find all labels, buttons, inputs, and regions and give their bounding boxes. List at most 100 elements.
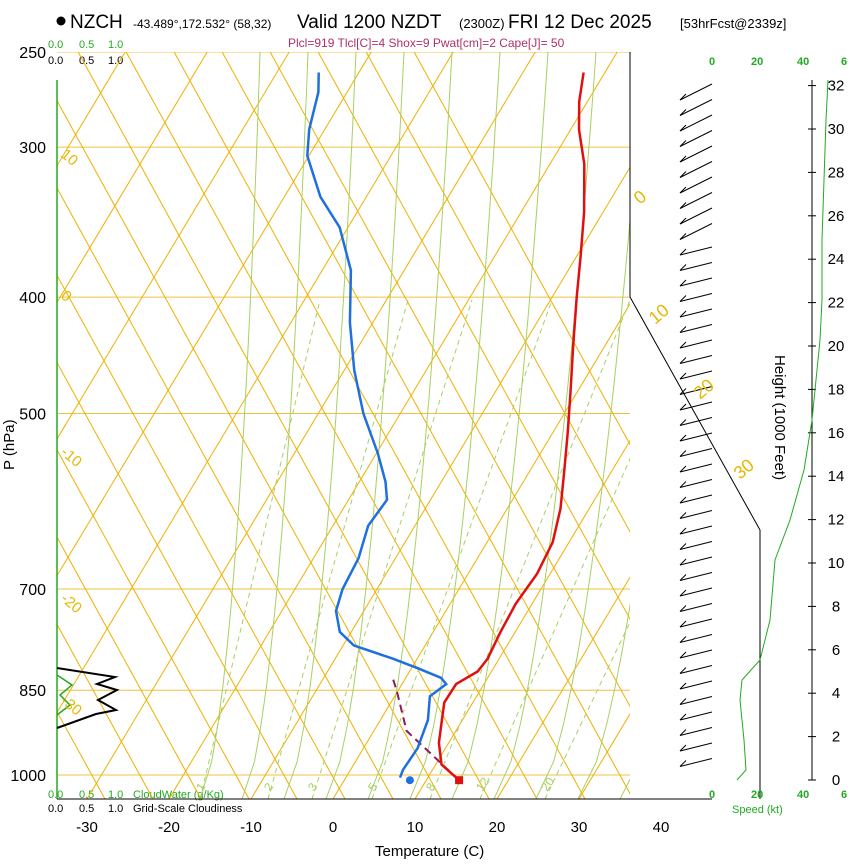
dry-adiabat-line [57,274,346,799]
height-tick-28: 28 [828,164,845,181]
wind-barb-flag [679,326,687,333]
wind-barb [679,634,713,643]
wind-barb [679,246,713,256]
sounding-params: Plcl=919 Tlcl[C]=4 Shox=9 Pwat[cm]=2 Cap… [288,36,565,50]
cloudwater-scale-top: 0.0 0.5 1.0 [48,39,123,51]
x-tick-0: 0 [329,819,337,836]
dry-adiabat-line [365,52,630,533]
dry-adiabat-line [173,52,586,799]
wind-barbs [679,83,713,767]
wind-barb [679,130,713,147]
wind-barb [679,432,713,442]
cloudwater-bottom-0: 0.0 [48,789,63,801]
wind-barb-flag [679,667,687,674]
cloudiness-top-0: 0.0 [48,55,63,67]
wind-barb [679,680,713,690]
wind-barb-flag [679,589,687,597]
wind-barb [679,696,713,705]
wind-barb-flag [679,295,687,302]
mixing-ratio-label: 8 [423,780,438,794]
isotherm-label-right: 10 [645,300,673,328]
wind-barb-flag [679,512,687,519]
speed-top-0: 0 [709,56,715,68]
wind-barb-flag [679,341,687,349]
surface-dewpoint-marker [405,776,414,785]
dry-adiabat-line [413,52,630,446]
parcel-path [391,677,460,781]
cloudwater-top-1: 0.5 [79,39,94,51]
wind-barb-flag [679,357,687,364]
height-tick-22: 22 [828,295,845,312]
station-name: NZCH [70,12,123,33]
wind-barb-flag [679,217,687,225]
x-tick--30: -30 [76,819,98,836]
dry-adiabat-line [57,623,154,799]
height-tick-4: 4 [832,685,840,702]
speed-bottom-2: 40 [797,789,809,801]
height-tick-8: 8 [832,598,840,615]
isotherm-line [332,303,630,799]
plot-boundary [629,52,761,799]
wind-barb-flag [679,496,687,504]
isotherm-line [57,52,454,714]
wind-speed-profile [736,79,829,781]
p-tick-500: 500 [19,407,46,424]
wind-barb [679,711,713,721]
wind-barb-flag [679,233,687,240]
wind-barb [679,355,713,364]
wind-barb [679,161,713,178]
wind-barb [679,494,713,504]
x-tick-30: 30 [571,819,588,836]
wind-barb [679,293,713,302]
isotherm-line [414,439,630,799]
speed-bottom-0: 0 [709,789,715,801]
height-tick-12: 12 [828,512,845,529]
cloudiness-profile [56,667,120,729]
cloudiness-scale-top: 0.0 0.5 1.0 [48,55,123,67]
wind-barb [679,99,713,116]
height-tick-18: 18 [828,381,845,398]
cloudwater-bottom-1: 0.5 [79,789,94,801]
p-tick-400: 400 [19,290,46,307]
wind-barb [679,572,713,581]
height-tick-2: 2 [832,729,840,746]
mixing-ratio-line [267,299,409,799]
speed-top-2: 40 [797,56,809,68]
height-tick-20: 20 [828,338,845,355]
wind-barb [679,176,713,194]
isotherm-label-right: 0 [630,186,651,208]
mixing-ratio-line [544,621,630,799]
isotherm-line [578,713,630,799]
moist-adiabat-line [451,52,549,799]
wind-barb-flag [679,186,687,194]
wind-barb-flag [679,93,687,101]
cloudiness-top-2: 1.0 [108,55,123,67]
wind-barb [679,665,713,674]
wind-barb-flag [679,744,687,752]
x-tick--20: -20 [158,819,180,836]
station-coords: -43.489°,172.532° (58,32) [133,17,271,31]
wind-barb-flag [679,605,687,612]
isotherm-line [57,52,208,304]
dry-adiabat-line [125,52,538,799]
wind-barb-flag [679,527,687,535]
speed-scale-bottom: 0 20 40 6 [709,789,847,801]
p-tick-700: 700 [19,582,46,599]
wind-barb [679,417,713,426]
moist-adiabat-line [283,52,357,799]
wind-barb-flag [679,481,687,488]
moist-adiabat-line [409,52,501,799]
isotherm-label-right: 30 [730,455,758,483]
mixing-ratio-line [311,299,473,799]
mixing-ratio-label: 2 [261,780,276,794]
wind-barb-flag [679,124,687,132]
dewpoint-profile [306,72,448,779]
p-tick-850: 850 [19,683,46,700]
wind-barb-flag [679,140,687,147]
wind-barb-flag [679,636,687,643]
height-tick-16: 16 [828,425,845,442]
station-dot-icon [56,16,66,26]
wind-barb-flag [679,574,687,581]
mixing-ratio-label: 12 [473,774,492,793]
speed-bottom-1: 20 [751,789,763,801]
